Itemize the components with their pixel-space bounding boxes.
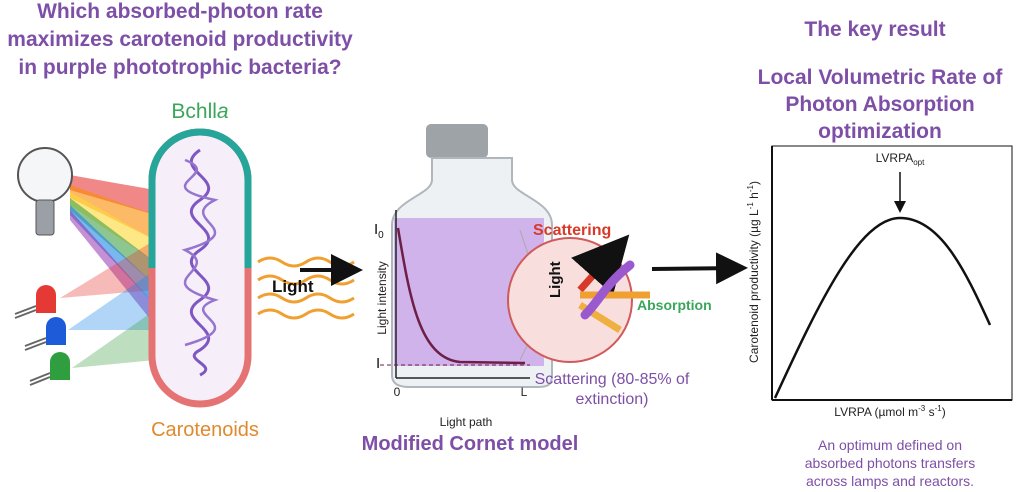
axis-exponent: -1 [746,185,755,193]
model-title: Modified Cornet model [362,433,579,455]
peak-label: LVRPAopt [876,151,925,167]
peak-sub: opt [913,158,925,167]
plot-x-label: LVRPA (µmol m-3 s-1) [834,404,945,419]
i-end-label: I [376,355,380,372]
inset-light-label: Light [547,261,564,298]
caption: absorbed photons transfers [805,455,975,471]
question-line: Which absorbed-photon rate [37,0,323,23]
pigment: Bchll [171,100,217,123]
axis-text: s [925,405,934,419]
inset: Scattering Light Absorption Scattering (… [507,222,748,408]
axis-exponent: -3 [918,404,926,413]
result-heading: The key result [804,18,945,41]
axis-text: LVRPA (µmol m [834,405,918,419]
model-y-label: Light intensity [375,261,389,334]
result: The key result Local Volumetric Rate of … [746,18,1013,489]
light-label: Light [272,277,314,296]
result-title: Photon Absorption [785,93,974,116]
axis-text: Carotenoid productivity (µg L [747,209,761,363]
x-start: 0 [394,385,401,399]
axis-text: ) [747,181,761,185]
pigment-italic: a [217,100,229,123]
question-line: in purple phototrophic bacteria? [18,56,341,79]
axis-text: h [747,192,761,202]
i0-sub: 0 [378,230,384,241]
axis-text: ) [942,405,946,419]
carotenoids-label: Carotenoids [151,419,259,441]
absorption-label: Absorption [637,297,712,313]
result-title: Local Volumetric Rate of [758,66,1004,89]
i0: I [374,221,378,238]
i0-label: I0 [374,221,384,241]
bottle: I0 I 0 L Light intensity Light path Modi… [362,124,579,455]
model-x-label: Light path [440,415,493,429]
x-end: L [521,385,528,399]
cell: Bchlla Carotenoids [148,100,259,441]
light-sources [14,147,155,386]
light-arrow: Light [257,254,363,320]
caption: An optimum defined on [818,437,962,453]
question-line: maximizes carotenoid productivity [7,28,353,51]
scattering-note: extinction) [576,391,649,408]
caption: across lamps and reactors. [806,473,974,489]
scattering-label: Scattering [533,222,611,239]
scattering-note: Scattering (80-85% of [535,371,690,388]
peak: LVRPA [876,151,914,165]
question: Which absorbed-photon rate maximizes car… [7,0,353,79]
pigment-label: Bchlla [171,100,228,123]
plot-y-label: Carotenoid productivity (µg L-1 h-1) [746,181,761,363]
axis-exponent: -1 [935,404,943,413]
axis-exponent: -1 [746,202,755,210]
result-title: optimization [818,120,942,143]
